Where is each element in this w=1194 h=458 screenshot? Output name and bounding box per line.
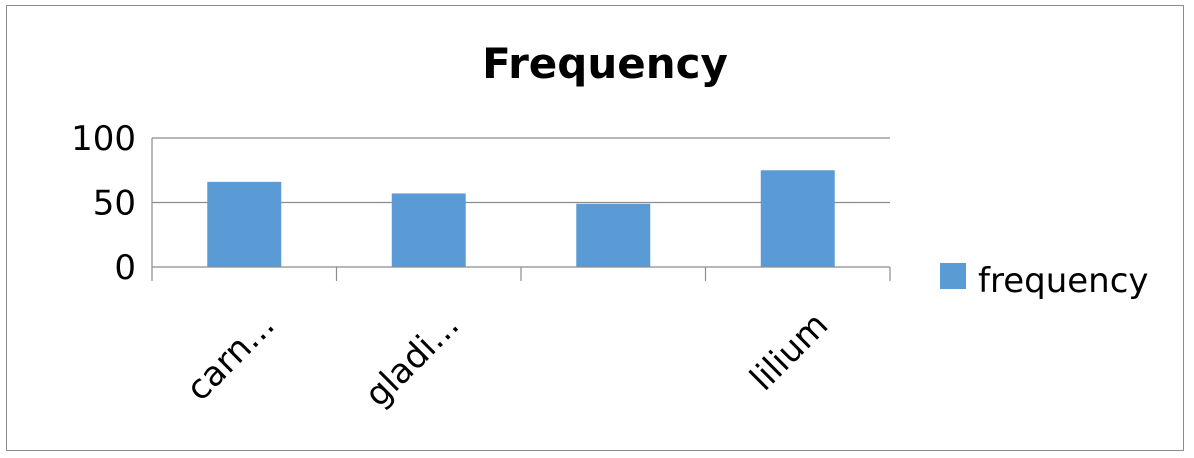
- x-axis-categories: carn... gladi... lilium: [179, 305, 836, 415]
- x-category-label: carn...: [179, 305, 283, 409]
- bar: [391, 193, 466, 267]
- y-tick-label: 0: [114, 248, 136, 288]
- legend-swatch: [940, 263, 966, 289]
- bars: [207, 170, 835, 267]
- bar: [207, 181, 282, 267]
- y-axis-ticks: 0 50 100: [71, 119, 136, 288]
- x-category-label: gladi...: [357, 305, 467, 415]
- bar: [576, 203, 651, 267]
- y-tick-label: 100: [71, 119, 136, 159]
- bar: [760, 170, 835, 267]
- legend: frequency: [940, 261, 1149, 301]
- x-category-label: lilium: [742, 305, 836, 399]
- y-tick-label: 50: [93, 184, 136, 224]
- chart-title: Frequency: [482, 39, 728, 88]
- legend-label: frequency: [978, 261, 1149, 301]
- x-axis: [151, 138, 891, 281]
